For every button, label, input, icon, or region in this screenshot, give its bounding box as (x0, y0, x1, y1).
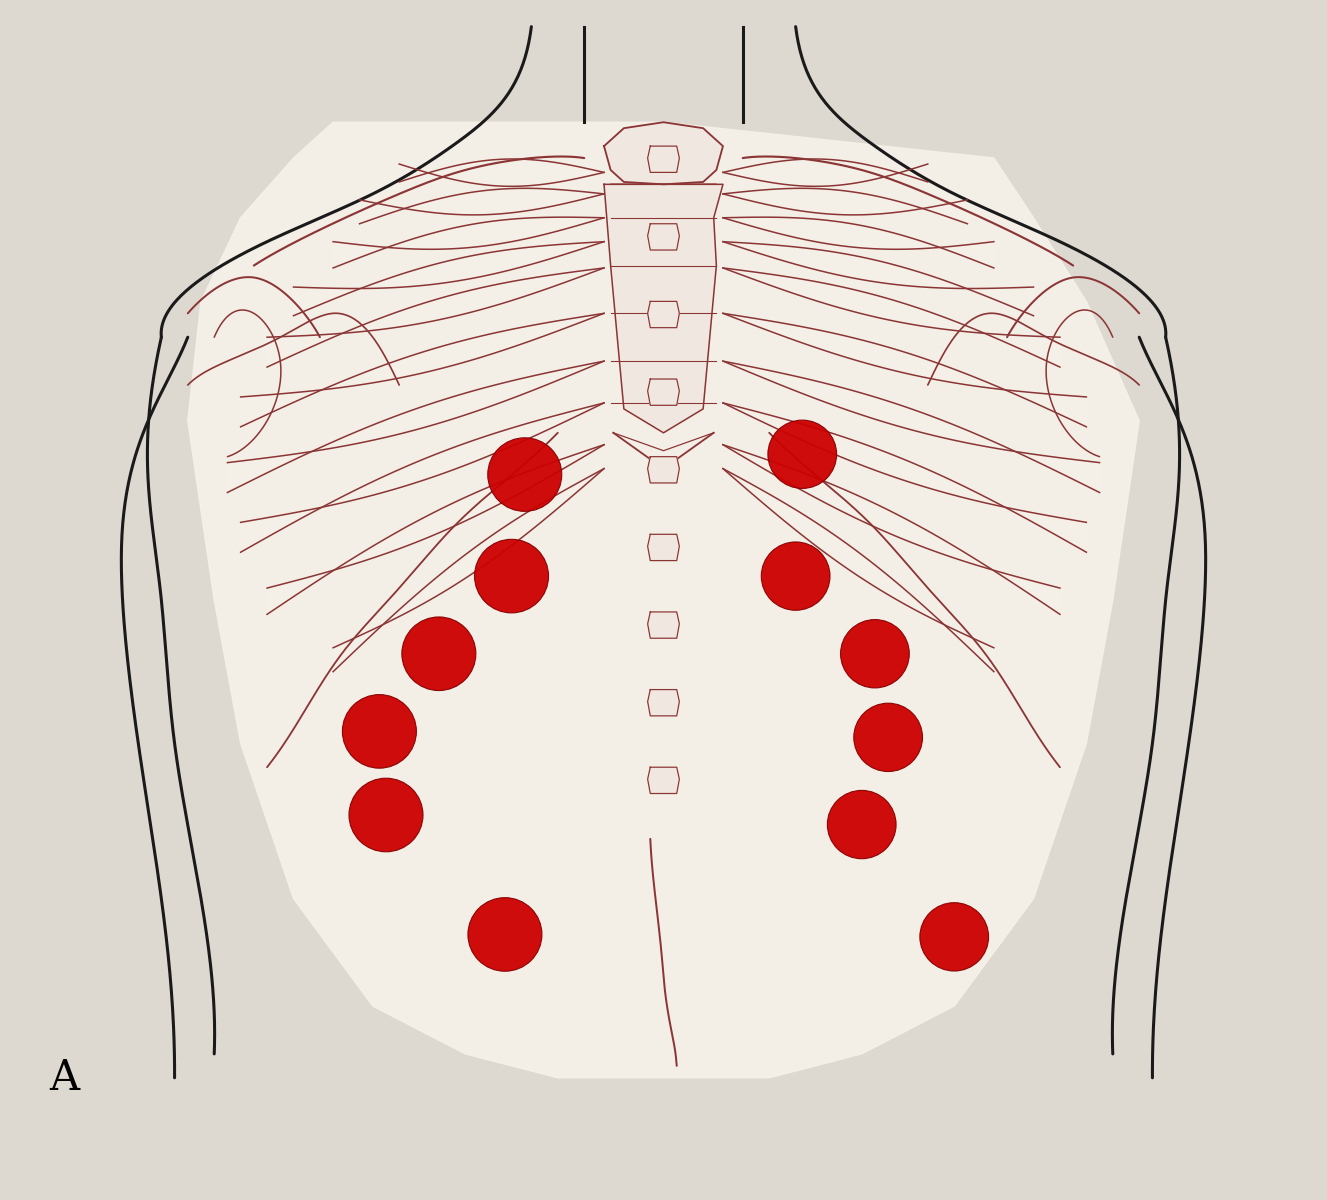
Polygon shape (648, 301, 679, 328)
Ellipse shape (827, 791, 896, 859)
Ellipse shape (488, 438, 561, 511)
Ellipse shape (402, 617, 476, 690)
Ellipse shape (468, 898, 541, 971)
Polygon shape (648, 457, 679, 482)
Ellipse shape (768, 420, 836, 488)
Polygon shape (648, 146, 679, 173)
Polygon shape (648, 612, 679, 638)
Polygon shape (648, 690, 679, 716)
Ellipse shape (920, 902, 989, 971)
Polygon shape (648, 534, 679, 560)
Polygon shape (604, 122, 723, 185)
Polygon shape (188, 122, 1139, 1078)
Ellipse shape (853, 703, 922, 772)
Polygon shape (648, 379, 679, 406)
Ellipse shape (762, 542, 829, 611)
Ellipse shape (349, 779, 423, 852)
Ellipse shape (475, 539, 548, 613)
Ellipse shape (840, 619, 909, 688)
Polygon shape (648, 223, 679, 250)
Polygon shape (604, 185, 723, 433)
Polygon shape (648, 767, 679, 793)
Ellipse shape (342, 695, 417, 768)
Text: A: A (49, 1057, 80, 1099)
